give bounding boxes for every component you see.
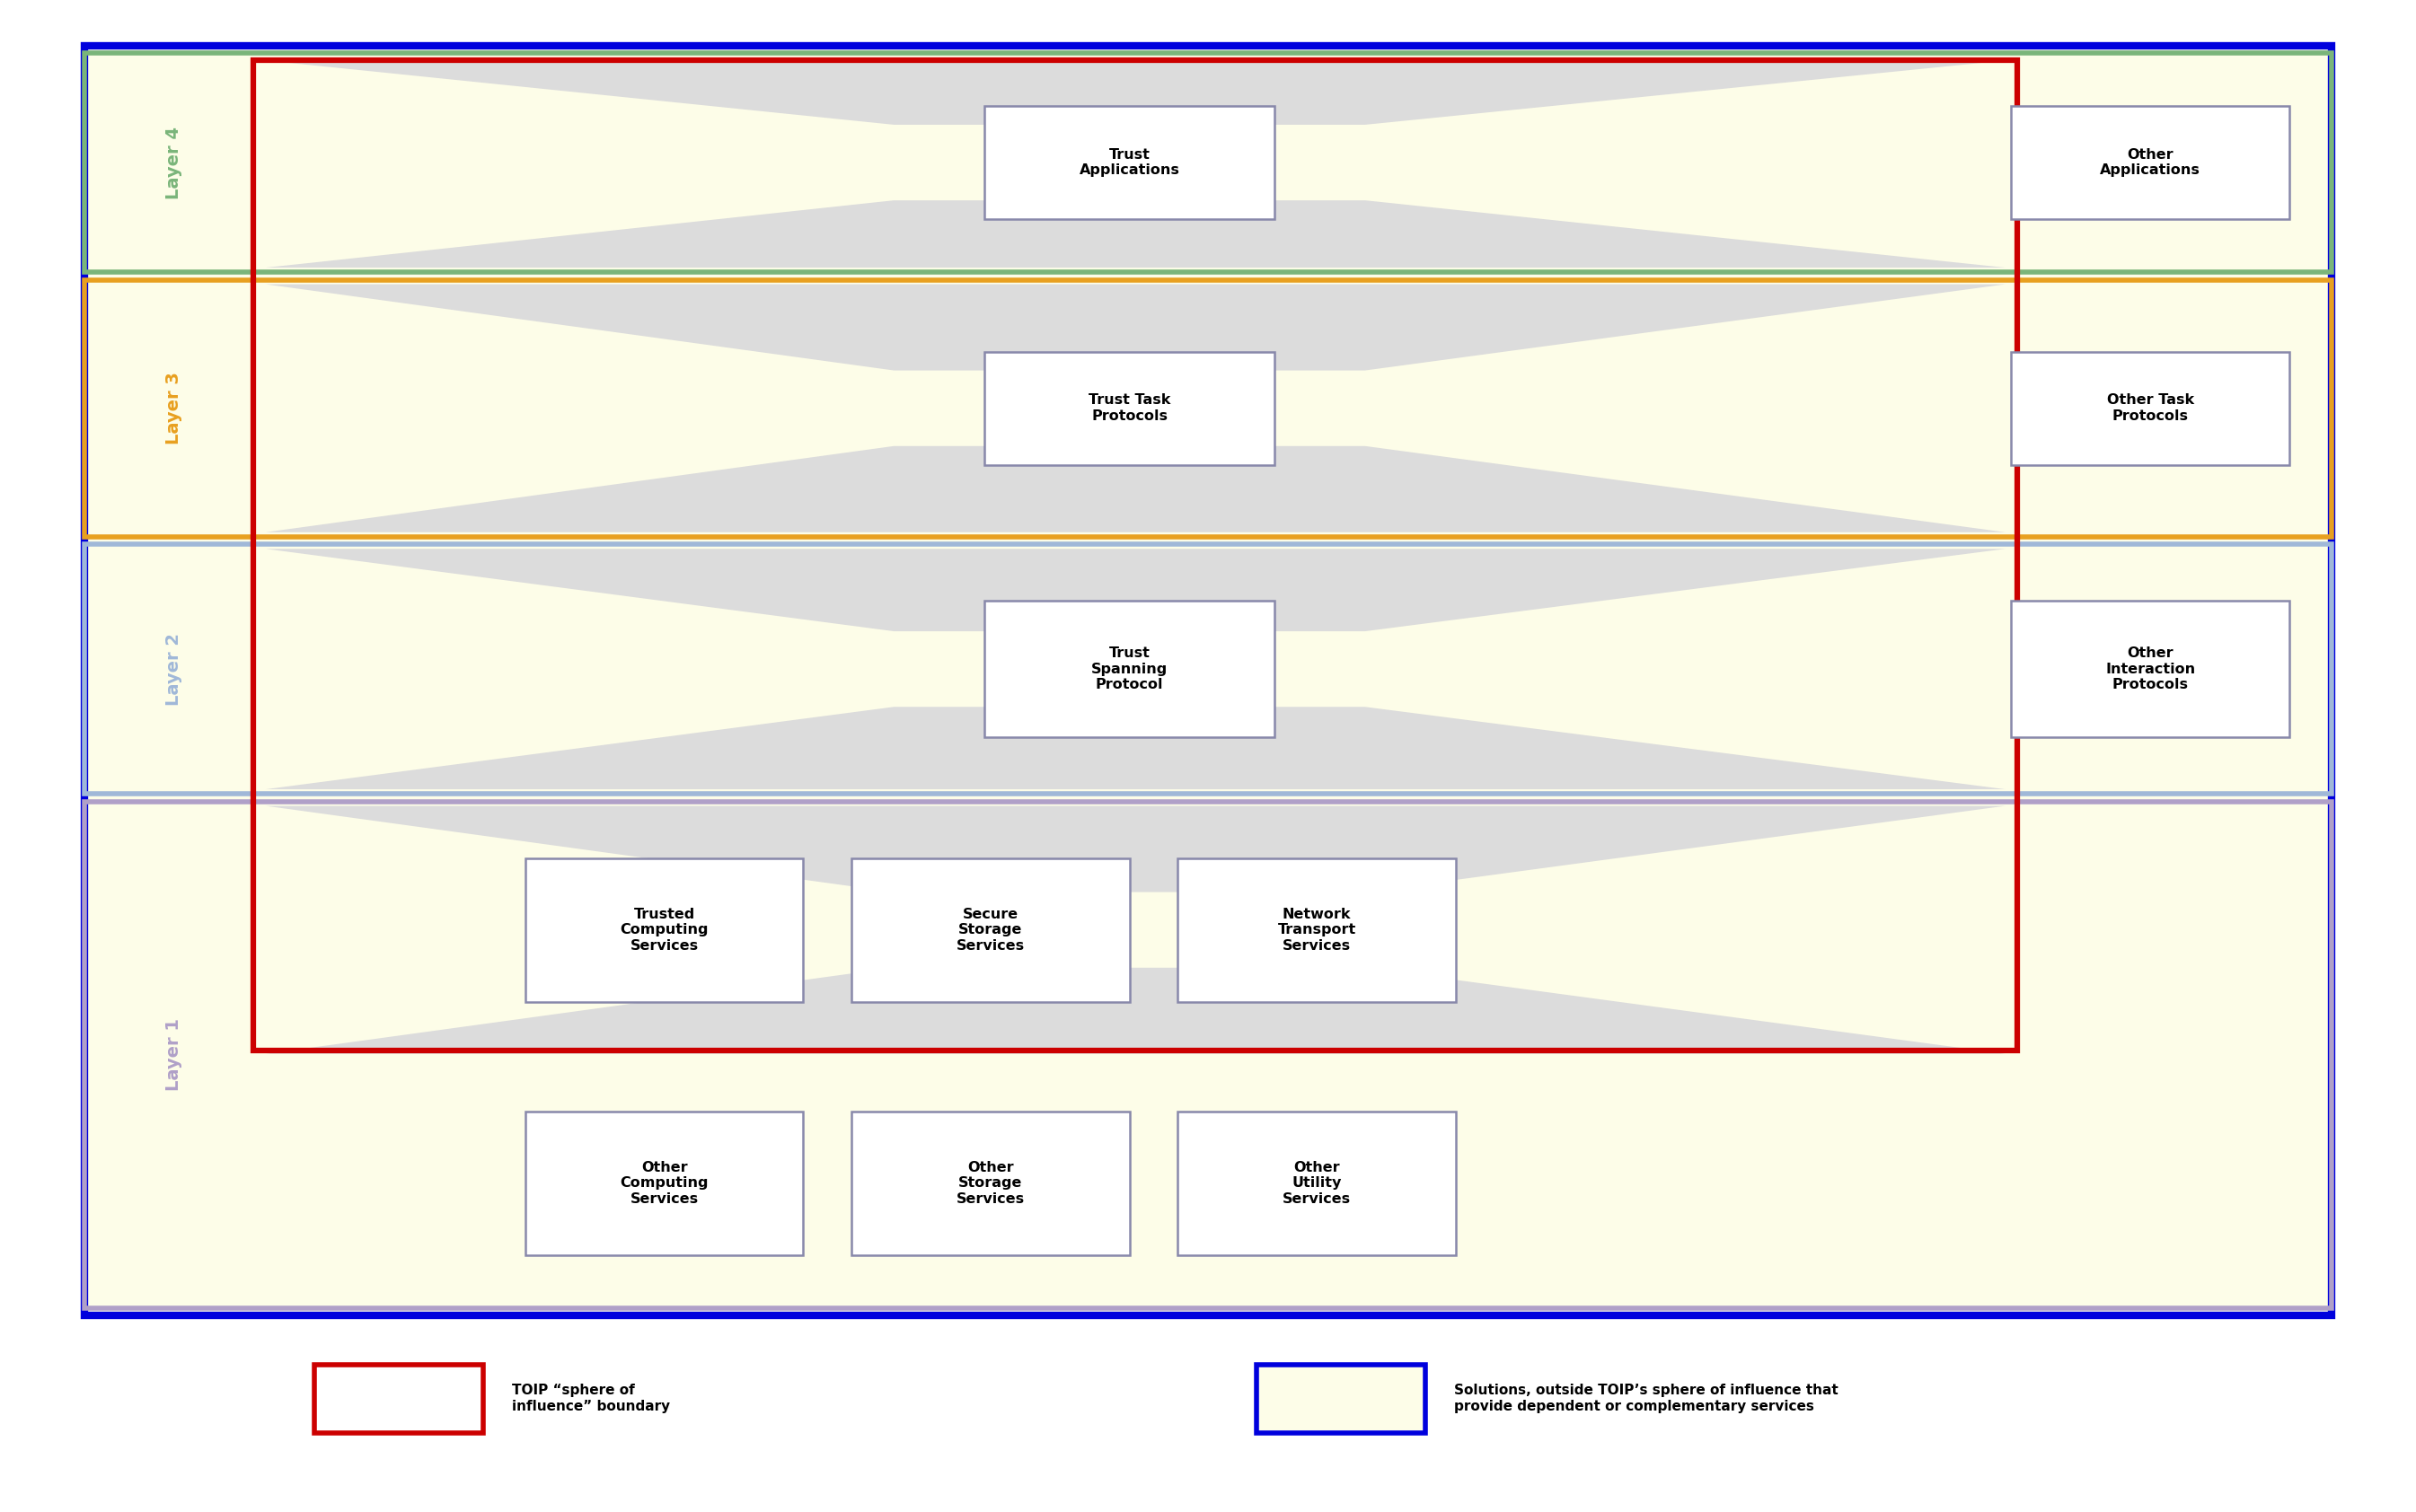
FancyBboxPatch shape (850, 1111, 1131, 1255)
Text: Layer 2: Layer 2 (164, 632, 184, 706)
FancyBboxPatch shape (986, 352, 1276, 466)
Text: Layer 3: Layer 3 (164, 372, 184, 445)
Polygon shape (266, 284, 2005, 370)
FancyBboxPatch shape (2010, 352, 2290, 466)
Polygon shape (266, 968, 2005, 1054)
Text: Layer 4: Layer 4 (164, 125, 184, 200)
Text: Trust
Applications: Trust Applications (1080, 148, 1179, 177)
Polygon shape (266, 201, 2005, 268)
Text: Other Task
Protocols: Other Task Protocols (2107, 393, 2194, 423)
Text: Other
Utility
Services: Other Utility Services (1283, 1161, 1351, 1205)
Polygon shape (266, 60, 2005, 125)
Polygon shape (266, 806, 2005, 892)
Text: Other
Computing
Services: Other Computing Services (621, 1161, 708, 1205)
Text: Secure
Storage
Services: Secure Storage Services (957, 907, 1024, 953)
FancyBboxPatch shape (986, 106, 1276, 219)
Text: Other
Interaction
Protocols: Other Interaction Protocols (2104, 647, 2196, 691)
FancyBboxPatch shape (527, 1111, 802, 1255)
Text: Layer 1: Layer 1 (164, 1018, 184, 1092)
FancyBboxPatch shape (314, 1364, 483, 1433)
Text: Trusted
Computing
Services: Trusted Computing Services (621, 907, 708, 953)
Text: TOIP “sphere of
influence” boundary: TOIP “sphere of influence” boundary (512, 1383, 669, 1414)
FancyBboxPatch shape (1179, 859, 1454, 1002)
FancyBboxPatch shape (850, 859, 1131, 1002)
FancyBboxPatch shape (2010, 106, 2290, 219)
FancyBboxPatch shape (986, 602, 1276, 738)
FancyBboxPatch shape (2010, 602, 2290, 738)
FancyBboxPatch shape (1256, 1364, 1425, 1433)
Text: Network
Transport
Services: Network Transport Services (1278, 907, 1355, 953)
Text: Other
Storage
Services: Other Storage Services (957, 1161, 1024, 1205)
FancyBboxPatch shape (85, 45, 2331, 1315)
Polygon shape (266, 708, 2005, 789)
Text: Other
Applications: Other Applications (2100, 148, 2201, 177)
Polygon shape (266, 446, 2005, 532)
Text: Trust Task
Protocols: Trust Task Protocols (1090, 393, 1169, 423)
FancyBboxPatch shape (1179, 1111, 1454, 1255)
Text: Solutions, outside TOIP’s sphere of influence that
provide dependent or compleme: Solutions, outside TOIP’s sphere of infl… (1454, 1383, 1839, 1414)
Polygon shape (266, 549, 2005, 632)
Text: Trust
Spanning
Protocol: Trust Spanning Protocol (1092, 647, 1167, 691)
FancyBboxPatch shape (527, 859, 802, 1002)
